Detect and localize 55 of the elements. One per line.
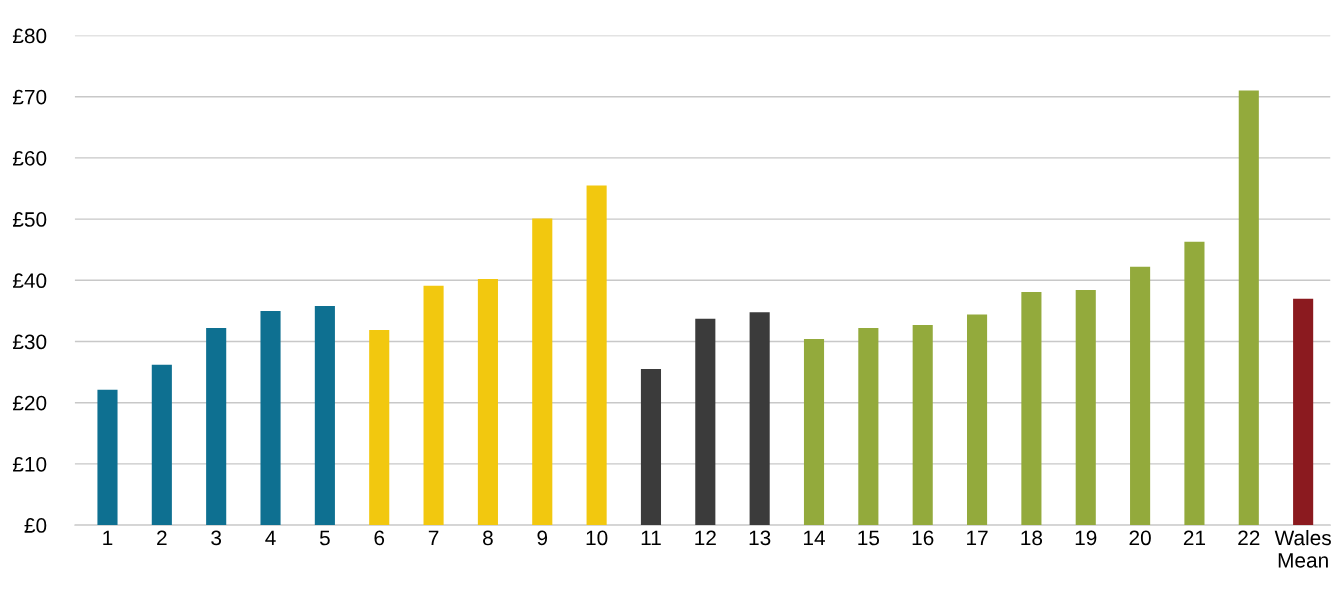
y-tick-label: £50 [12,212,47,227]
x-tick-label: 5 [319,530,330,546]
y-tick-label: £20 [12,395,47,411]
x-tick-label: 2 [157,530,167,546]
bar [1184,241,1205,526]
y-tick-label: £0 [24,518,47,533]
bar [206,328,227,526]
bar [151,364,172,526]
x-tick-label: 17 [967,530,988,546]
y-tick-label: £60 [12,150,47,166]
x-tick-label: 14 [804,530,825,546]
bar [1293,298,1314,526]
x-tick-label: 22 [1238,530,1260,546]
bar [803,339,825,526]
y-tick-label: £70 [12,89,47,105]
bar [1075,290,1096,526]
x-tick-label: 18 [1021,530,1043,546]
bar [640,369,662,526]
bar [260,310,281,526]
x-tick-label: 9 [537,530,548,546]
y-tick-label: £80 [12,28,47,44]
bar [1238,90,1259,526]
bar [695,318,716,526]
x-tick-label: 4 [265,530,276,546]
x-tick-label: 3 [211,530,222,546]
x-tick-label: 19 [1075,530,1097,546]
y-tick-label: £10 [12,456,47,472]
x-tick-label: 6 [374,530,385,546]
x-tick-label: 20 [1129,530,1151,546]
x-tick-label: Wales Mean [1274,529,1331,568]
bar [1021,291,1042,526]
x-tick-label: 11 [641,530,661,546]
x-tick-label: 10 [586,530,608,546]
bar [369,329,390,526]
x-tick-label: 8 [483,530,493,546]
x-tick-label: 16 [912,530,934,546]
y-tick-label: £30 [12,334,47,350]
bar [749,312,770,526]
bar [477,279,498,526]
bar [97,389,118,526]
bar [858,328,879,526]
x-tick-label: 15 [858,530,880,546]
x-tick-label: 21 [1183,530,1206,546]
x-tick-label: 1 [103,530,113,546]
bar [423,285,444,526]
bar [586,185,607,526]
bar [967,314,988,526]
bar [532,218,553,526]
x-tick-label: 7 [428,530,439,546]
y-tick-label: £40 [12,273,47,289]
bar [314,306,335,526]
x-tick-label: 13 [749,530,771,546]
x-tick-label: 12 [695,530,716,546]
bar [1130,266,1151,526]
bar [912,324,933,526]
